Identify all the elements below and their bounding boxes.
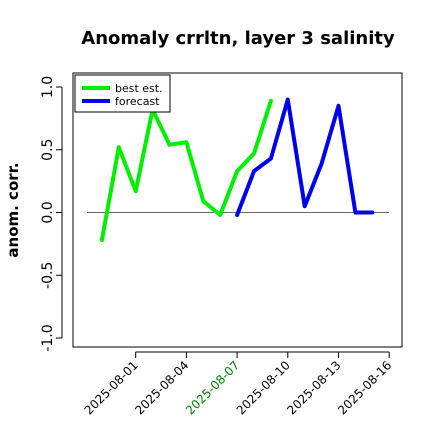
legend-label-forecast: forecast [115,95,160,108]
chart-title: Anomaly crrltn, layer 3 salinity [81,28,395,49]
y-tick-label: 0.5 [40,139,56,161]
series-layer [99,97,375,243]
legend-box [74,74,171,113]
y-tick-label: 0.0 [40,201,56,223]
legend: best est. forecast [74,74,171,113]
y-tick-label: -1.0 [40,324,56,351]
y-tick-label: 1.0 [40,76,56,98]
x-tick-label: 2025-08-16 [335,358,394,417]
y-tick-label: -0.5 [40,262,56,289]
series-line-forecast [235,97,375,217]
series-line-best-est [99,98,273,243]
legend-label-best-est: best est. [115,82,163,95]
plot-frame [72,72,403,348]
y-axis-label: anom. corr. [4,162,22,257]
